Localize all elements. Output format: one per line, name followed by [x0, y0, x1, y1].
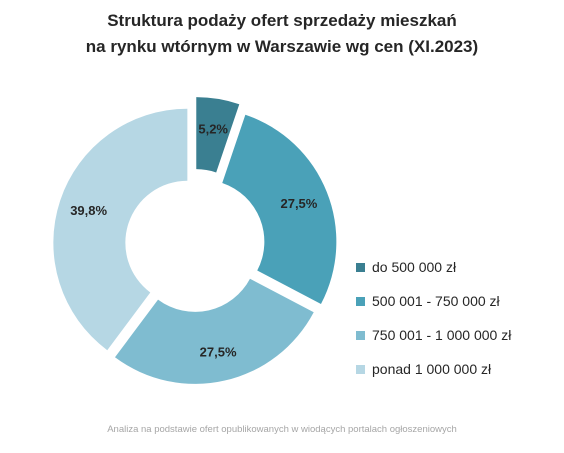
chart-legend: do 500 000 zł 500 001 - 750 000 zł 750 001… — [356, 250, 511, 386]
donut-slice-3 — [114, 278, 314, 384]
legend-swatch — [356, 296, 365, 306]
slice-value-label-2: 27,5% — [280, 196, 317, 211]
legend-swatch — [356, 330, 365, 340]
chart-title-line-2: na rynku wtórnym w Warszawie wg cen (XI.… — [85, 37, 479, 56]
chart-title-line-1: Struktura podaży ofert sprzedaży mieszka… — [107, 11, 457, 30]
slice-value-label-4: 39,8% — [70, 203, 107, 218]
legend-swatch — [356, 262, 365, 272]
legend-item: ponad 1 000 000 zł — [356, 352, 511, 386]
legend-item: 750 001 - 1 000 000 zł — [356, 318, 511, 352]
slice-value-label-1: 5,2% — [198, 122, 228, 137]
legend-label: 500 001 - 750 000 zł — [372, 293, 500, 309]
donut-slice-2 — [222, 114, 337, 304]
legend-item: do 500 000 zł — [356, 250, 511, 284]
footnote: Analiza na podstawie ofert opublikowanyc… — [107, 424, 457, 435]
legend-swatch — [356, 364, 365, 374]
donut-slice-4 — [53, 108, 188, 351]
legend-label: ponad 1 000 000 zł — [372, 361, 492, 377]
donut-slice-1 — [196, 97, 240, 173]
legend-label: do 500 000 zł — [372, 259, 457, 275]
legend-label: 750 001 - 1 000 000 zł — [372, 327, 512, 343]
legend-item: 500 001 - 750 000 zł — [356, 284, 511, 318]
slice-value-label-3: 27,5% — [200, 344, 237, 359]
chart-title: Struktura podaży ofert sprzedaży mieszka… — [0, 8, 564, 60]
